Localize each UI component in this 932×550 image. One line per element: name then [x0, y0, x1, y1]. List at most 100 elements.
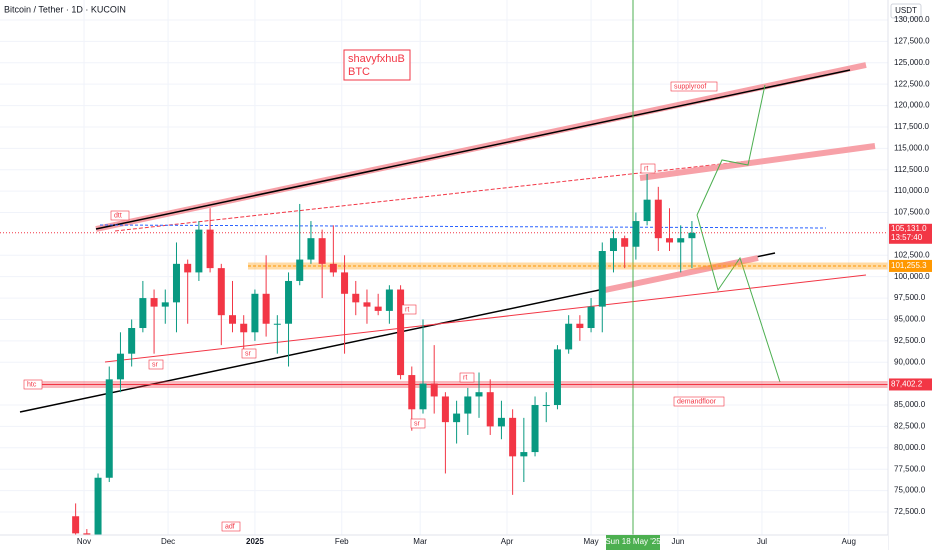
annotation-box	[670, 81, 718, 92]
candle-body	[318, 238, 326, 264]
annotation: htc	[27, 381, 37, 388]
candle-body	[139, 298, 147, 329]
candle-body	[654, 199, 662, 239]
annotation: rt	[405, 306, 409, 313]
note-text: BTC	[348, 66, 370, 78]
trendline	[104, 274, 867, 363]
candle-body	[542, 405, 550, 407]
currency-box	[890, 3, 922, 19]
x-tick-label: 2025	[246, 537, 264, 546]
annotation: sr	[152, 361, 159, 368]
candle-body	[105, 379, 113, 478]
levels	[0, 232, 888, 388]
annotation: rt	[644, 165, 648, 172]
candle-body	[296, 259, 304, 281]
x-tick-label: Aug	[842, 537, 856, 546]
annotation-box	[673, 396, 725, 407]
y-tick-label: 85,000.0	[894, 400, 926, 409]
candle-body	[273, 323, 281, 325]
y-tick-label: 97,500.0	[894, 293, 926, 302]
candle-body	[666, 238, 674, 243]
candle-body	[385, 289, 393, 311]
candle-body	[72, 516, 80, 534]
annotation-box	[23, 379, 43, 390]
currency: USDT	[895, 6, 917, 15]
x-tick-label: Jun	[671, 537, 684, 546]
note-text: shavyfxhuB	[348, 53, 405, 65]
last-price-label: 105,131.0	[891, 224, 927, 233]
annotation-box	[110, 210, 130, 221]
y-tick-label: 80,000.0	[894, 443, 926, 452]
candle-body	[632, 221, 640, 247]
candle-body	[94, 477, 102, 538]
y-tick-label: 75,000.0	[894, 486, 926, 495]
candles	[72, 174, 696, 550]
last-price-tag	[889, 223, 932, 244]
level-tag	[889, 259, 932, 272]
x-tick-label: Mar	[413, 537, 427, 546]
y-tick-label: 120,000.0	[894, 101, 930, 110]
annotations: dtt htc supplyroof demandfloor adf rt rt rt sr sr…	[23, 81, 725, 532]
candle-body	[609, 238, 617, 252]
candle-body	[184, 263, 192, 273]
x-tick-label: Apr	[501, 537, 514, 546]
candle-body	[352, 293, 360, 303]
annotation-box	[241, 348, 257, 359]
trendline	[95, 69, 851, 230]
candle-body	[621, 238, 629, 247]
trendline	[604, 255, 759, 293]
candle-body	[363, 302, 371, 307]
candle-body	[486, 392, 494, 427]
candle-body	[195, 229, 203, 273]
candle-body	[341, 272, 349, 294]
candle-body	[497, 417, 505, 427]
annotation-box	[148, 359, 164, 370]
y-tick-label: 130,000.0	[894, 15, 930, 24]
candle-body	[329, 263, 337, 273]
level-tag	[889, 378, 932, 391]
countdown: 13:57:40	[891, 233, 923, 242]
annotation-box	[410, 418, 426, 429]
candle-body	[128, 328, 136, 354]
candle-body	[116, 353, 124, 380]
candle-body	[285, 280, 293, 324]
y-tick-label: 125,000.0	[894, 58, 930, 67]
y-tick-label: 110,000.0	[894, 186, 930, 195]
annotation-box	[640, 163, 656, 174]
candle-body	[475, 392, 483, 397]
y-tick-label: 77,500.0	[894, 464, 926, 473]
annotation: rt	[463, 374, 467, 381]
y-tick-label: 102,500.0	[894, 250, 930, 259]
annotation: supplyroof	[674, 83, 706, 90]
crosshair-tag	[606, 535, 660, 550]
y-tick-label: 95,000.0	[894, 315, 926, 324]
trendline	[99, 224, 827, 229]
note-box	[343, 49, 411, 81]
candle-body	[531, 405, 539, 453]
candle-body	[576, 323, 584, 329]
candle-body	[509, 417, 517, 457]
y-tick-label: 92,500.0	[894, 336, 926, 345]
candle-body	[229, 315, 237, 324]
candle-body	[251, 293, 259, 333]
annotation: demandfloor	[677, 398, 717, 405]
candle-body	[453, 413, 461, 423]
x-tick-label: Nov	[77, 537, 91, 546]
candle-body	[565, 323, 573, 350]
annotation: dtt	[114, 212, 122, 219]
price-axis	[888, 0, 932, 550]
annotation: adf	[225, 523, 235, 530]
y-tick-label: 82,500.0	[894, 422, 926, 431]
trendline	[639, 143, 876, 181]
candle-body	[598, 251, 606, 307]
candle-body	[172, 263, 180, 303]
y-tick-label: 107,500.0	[894, 208, 930, 217]
y-tick-label: 90,000.0	[894, 357, 926, 366]
crosshair-label: Sun 18 May '25	[605, 537, 661, 546]
candle-body	[161, 302, 169, 307]
y-tick-label: 112,500.0	[894, 165, 930, 174]
candle-body	[688, 232, 696, 239]
y-tick-label: 115,000.0	[894, 143, 930, 152]
chart-title: Bitcoin / Tether · 1D · KUCOIN	[4, 4, 126, 14]
